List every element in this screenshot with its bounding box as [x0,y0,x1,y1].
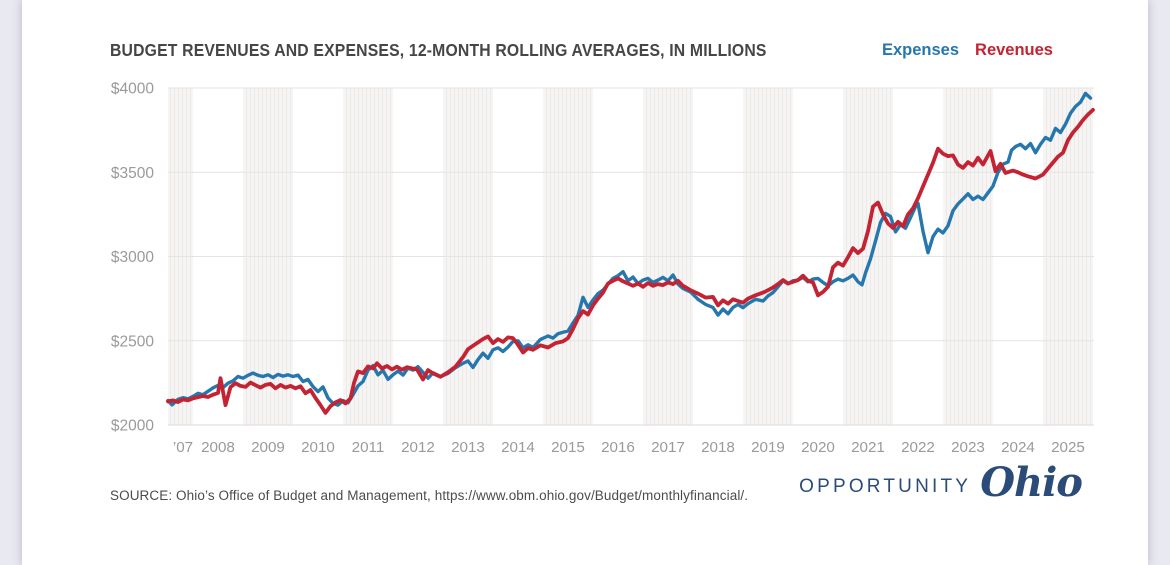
legend-item-revenues: Revenues [975,41,1053,59]
y-tick-label: $4000 [111,81,154,98]
x-tick-label: 2022 [901,439,935,456]
y-tick-label: $3500 [111,165,154,182]
x-tick-label: 2016 [601,439,635,456]
x-tick-label: 2021 [851,439,885,456]
opportunity-ohio-logo: OPPORTUNITY Ohio [799,463,1083,503]
chart-legend: Expenses Revenues [882,41,1053,60]
x-tick-label: 2019 [751,439,785,456]
budget-line-chart: $2000 $2500 $3000 $3500 $4000 ’07 2008 2009 2010… [111,81,1095,456]
x-tick-label: 2023 [951,439,985,456]
revenues-line [166,108,1095,415]
x-tick-label: 2018 [701,439,735,456]
x-axis-labels: ’07 2008 2009 2010 2011 2012 2013 2014 2015 2016 2… [173,439,1085,456]
x-tick-label: 2011 [352,439,385,456]
page-card: BUDGET REVENUES AND EXPENSES, 12-MONTH R… [22,0,1148,565]
y-tick-label: $2500 [111,333,154,350]
x-tick-label: 2010 [301,439,335,456]
x-tick-label: 2014 [501,439,535,456]
y-tick-label: $3000 [111,249,154,266]
x-tick-label: 2017 [651,439,685,456]
x-tick-label: 2008 [201,439,235,456]
y-gridlines [168,87,1094,426]
logo-script-text: Ohio [980,459,1083,506]
x-tick-label: 2015 [551,439,585,456]
source-attribution: SOURCE: Ohio’s Office of Budget and Mana… [110,488,749,503]
x-tick-label: 2009 [251,439,285,456]
chart-title: BUDGET REVENUES AND EXPENSES, 12-MONTH R… [110,40,767,60]
logo-caps-text: OPPORTUNITY [799,476,972,497]
x-tick-label: 2012 [401,439,435,456]
expenses-line [166,91,1093,407]
y-tick-label: $2000 [111,418,154,435]
x-tick-label: 2013 [451,439,485,456]
legend-item-expenses: Expenses [881,41,960,59]
y-axis-labels: $2000 $2500 $3000 $3500 $4000 [111,81,154,435]
x-tick-label: ’07 [173,439,193,456]
x-tick-label: 2020 [801,439,835,456]
x-tick-label: 2025 [1051,439,1085,456]
x-tick-label: 2024 [1001,439,1035,456]
